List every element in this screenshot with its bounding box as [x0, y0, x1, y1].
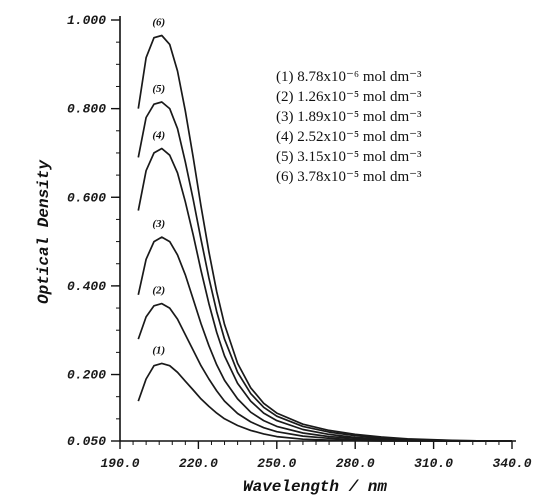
curves	[137, 34, 512, 442]
curve-label-3: (3)	[152, 218, 165, 230]
x-tick-label: 190.0	[100, 456, 139, 471]
x-tick-label: 310.0	[414, 456, 453, 471]
curve-label-1: (1)	[152, 344, 165, 356]
legend-entry-5: (5) 3.15x10⁻⁵ mol dm⁻³	[276, 149, 422, 165]
y-tick-label: 1.000	[67, 13, 106, 28]
y-tick-label: 0.600	[67, 190, 106, 205]
curve-label-2: (2)	[152, 285, 165, 297]
curve-label-4: (4)	[152, 130, 165, 142]
y-tick-label: 0.400	[67, 279, 106, 294]
legend-entry-1: (1) 8.78x10⁻⁶ mol dm⁻³	[276, 69, 422, 85]
curve-4	[137, 147, 512, 442]
legend: (1) 8.78x10⁻⁶ mol dm⁻³ (2) 1.26x10⁻⁵ mol …	[276, 69, 422, 185]
curve-6	[137, 34, 512, 442]
y-tick-label: 0.800	[67, 102, 106, 117]
curve-label-5: (5)	[152, 83, 165, 95]
legend-entry-3: (3) 1.89x10⁻⁵ mol dm⁻³	[276, 109, 422, 125]
legend-entry-6: (6) 3.78x10⁻⁵ mol dm⁻³	[276, 169, 422, 185]
y-tick-label: 0.050	[67, 434, 106, 449]
legend-entry-4: (4) 2.52x10⁻⁵ mol dm⁻³	[276, 129, 422, 145]
curve-label-6: (6)	[152, 17, 165, 29]
x-tick-label: 250.0	[257, 456, 296, 471]
x-axis-title: Wavelength / nm	[243, 478, 387, 496]
curve-2	[137, 302, 512, 442]
curve-labels: (1) (2) (3) (4) (5) (6)	[152, 17, 165, 357]
x-tick-label: 220.0	[179, 456, 218, 471]
y-tick-label: 0.200	[67, 368, 106, 383]
curve-3	[137, 236, 512, 442]
y-axis-title: Optical Density	[35, 159, 53, 304]
x-tick-label: 280.0	[336, 456, 375, 471]
legend-entry-2: (2) 1.26x10⁻⁵ mol dm⁻³	[276, 89, 422, 105]
x-tick-label: 340.0	[492, 456, 531, 471]
axes: 0.050 0.200 0.400 0.600 0.800 1.000 190.0 220.0…	[67, 13, 532, 471]
